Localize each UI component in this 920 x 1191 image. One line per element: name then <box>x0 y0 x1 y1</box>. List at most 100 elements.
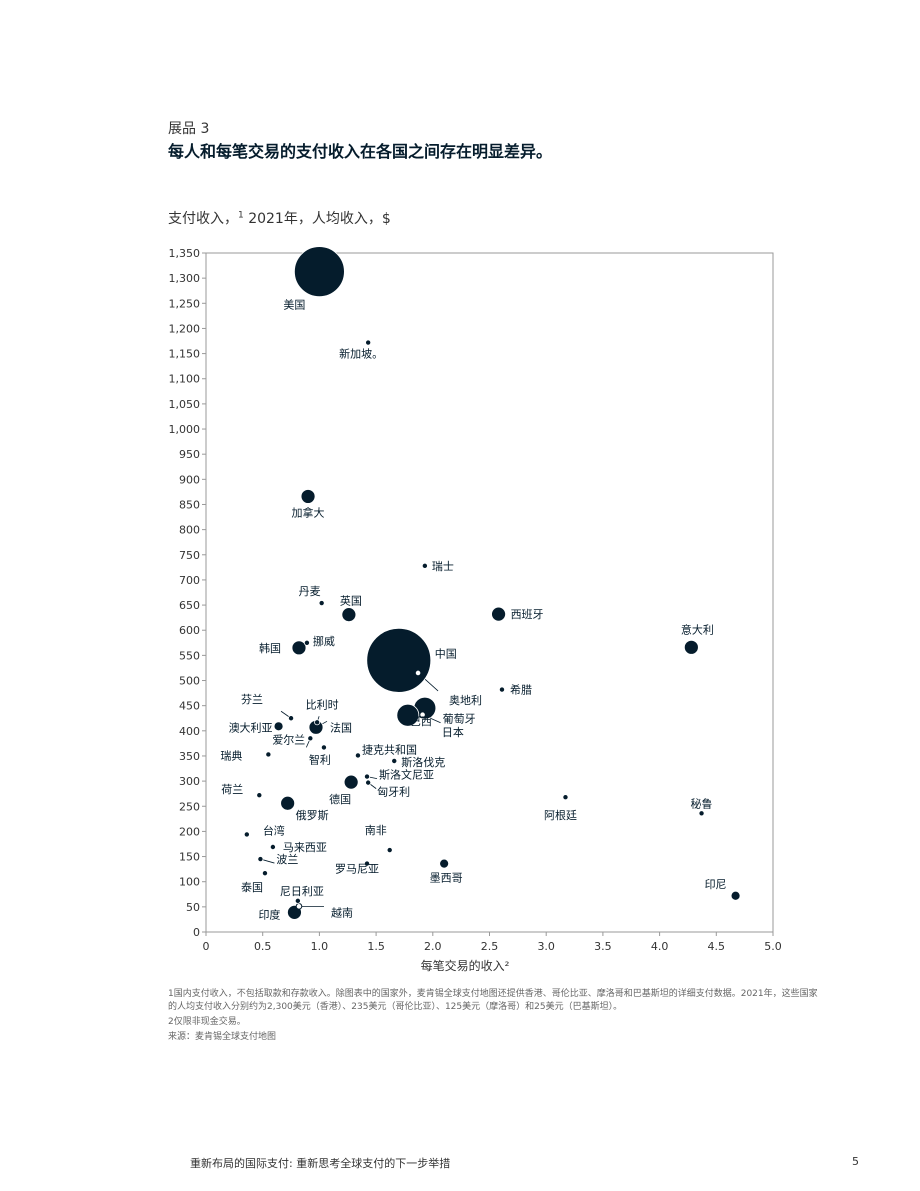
x-tick-label: 1.5 <box>367 940 385 953</box>
y-tick-label: 1,050 <box>169 398 201 411</box>
source-note: 来源：麦肯锡全球支付地图 <box>168 1032 277 1042</box>
bubble <box>269 843 276 850</box>
bubble <box>341 607 357 623</box>
y-tick-label: 950 <box>179 448 200 461</box>
x-tick-label: 4.5 <box>708 940 726 953</box>
bubble <box>295 903 303 910</box>
x-tick-label: 3.5 <box>594 940 612 953</box>
bubble <box>243 831 250 838</box>
point-label: 中国 <box>435 647 457 660</box>
point-label: 荷兰 <box>221 783 243 796</box>
y-tick-label: 50 <box>186 901 200 914</box>
point-label: 泰国 <box>241 880 263 894</box>
bubbles <box>243 246 741 920</box>
y-tick-label: 550 <box>179 649 200 662</box>
point-label: 捷克共和国 <box>362 742 417 756</box>
x-tick-label: 3.0 <box>537 940 555 953</box>
point-label: 越南 <box>331 905 353 919</box>
y-tick-label: 700 <box>179 574 200 587</box>
y-tick-label: 150 <box>179 851 200 864</box>
y-tick-label: 1,000 <box>169 423 201 436</box>
bubble <box>730 890 741 901</box>
point-label: 意大利 <box>681 622 714 636</box>
x-axis: 0 0.5 1.0 1.5 2.0 2.5 3.0 3.5 4.0 4.5 5.0 <box>203 932 782 953</box>
y-tick-label: 900 <box>179 473 200 486</box>
bubble <box>364 773 371 780</box>
exhibit-title: 每人和每笔交易的支付收入在各国之间存在明显差异。 <box>168 142 553 161</box>
bubble <box>291 640 307 656</box>
point-label: 俄罗斯 <box>296 809 329 822</box>
exhibit-label: 展品 3 <box>168 121 210 137</box>
point-label: 阿根廷 <box>544 808 577 822</box>
point-label: 马来西亚 <box>283 841 327 854</box>
bubble <box>314 719 321 726</box>
y-tick-label: 200 <box>179 825 200 838</box>
point-label: 澳大利亚 <box>229 720 273 734</box>
point-label: 法国 <box>330 720 352 734</box>
point-label: 波兰 <box>276 853 298 866</box>
y-tick-label: 800 <box>179 524 200 537</box>
point-label: 葡萄牙 <box>443 713 476 726</box>
point-label: 印尼 <box>705 878 727 891</box>
point-label: 新加坡。 <box>339 347 383 361</box>
point-label: 韩国 <box>259 641 281 655</box>
y-tick-label: 650 <box>179 599 200 612</box>
y-tick-label: 300 <box>179 775 200 788</box>
point-label: 墨西哥 <box>430 872 463 885</box>
bubble <box>293 246 345 298</box>
subtitle-post: 2021年，人均收入，$ <box>248 211 391 227</box>
y-tick-label: 1,300 <box>169 272 201 285</box>
y-tick-label: 100 <box>179 876 200 889</box>
bubble <box>386 847 393 854</box>
bubble <box>683 639 699 655</box>
bubble <box>261 870 268 877</box>
y-tick-label: 400 <box>179 725 200 738</box>
y-tick-label: 1,350 <box>169 247 201 260</box>
y-tick-label: 0 <box>193 926 200 939</box>
point-label: 挪威 <box>313 634 335 648</box>
bubble <box>343 774 359 790</box>
scatter-chart: 0 50 100 150 200 250 300 350 400 450 500 550 600 650 7… <box>169 246 782 973</box>
bubble <box>562 794 569 801</box>
point-label: 比利时 <box>306 698 339 711</box>
bubble <box>365 339 372 346</box>
x-tick-label: 4.0 <box>651 940 669 953</box>
point-label: 德国 <box>329 792 351 806</box>
x-axis-label: 每笔交易的收入² <box>421 958 510 973</box>
bubble <box>320 744 327 751</box>
point-label: 美国 <box>283 299 305 312</box>
y-tick-label: 350 <box>179 750 200 763</box>
y-tick-label: 500 <box>179 675 200 688</box>
bubble <box>396 703 420 727</box>
y-tick-label: 600 <box>179 624 200 637</box>
x-tick-label: 0 <box>203 940 210 953</box>
y-tick-label: 1,150 <box>169 348 201 361</box>
point-label: 瑞士 <box>432 559 454 573</box>
footer-title: 重新布局的国际支付: 重新思考全球支付的下一步举措 <box>190 1157 451 1170</box>
point-label: 西班牙 <box>511 608 544 621</box>
bubble <box>273 721 284 732</box>
bubble <box>498 686 505 693</box>
point-label: 台湾 <box>263 823 285 837</box>
point-label: 印度 <box>258 907 280 921</box>
bubble <box>318 600 325 607</box>
y-tick-label: 750 <box>179 549 200 562</box>
point-label: 罗马尼亚 <box>335 863 379 876</box>
point-label: 瑞典 <box>220 748 242 762</box>
y-tick-label: 1,200 <box>169 322 201 335</box>
bubble <box>280 795 296 811</box>
y-tick-label: 850 <box>179 498 200 511</box>
point-label: 斯洛文尼亚 <box>379 768 434 782</box>
bubble <box>491 606 506 622</box>
bubble <box>288 715 295 722</box>
y-tick-label: 1,100 <box>169 373 201 386</box>
bubble <box>300 489 316 504</box>
point-label: 斯洛伐克 <box>401 755 445 769</box>
bubble <box>256 792 263 799</box>
bubble <box>265 751 272 758</box>
point-label: 南非 <box>365 824 387 837</box>
point-label: 巴西 <box>410 715 432 728</box>
bubble <box>698 810 705 817</box>
bubble <box>391 757 398 764</box>
